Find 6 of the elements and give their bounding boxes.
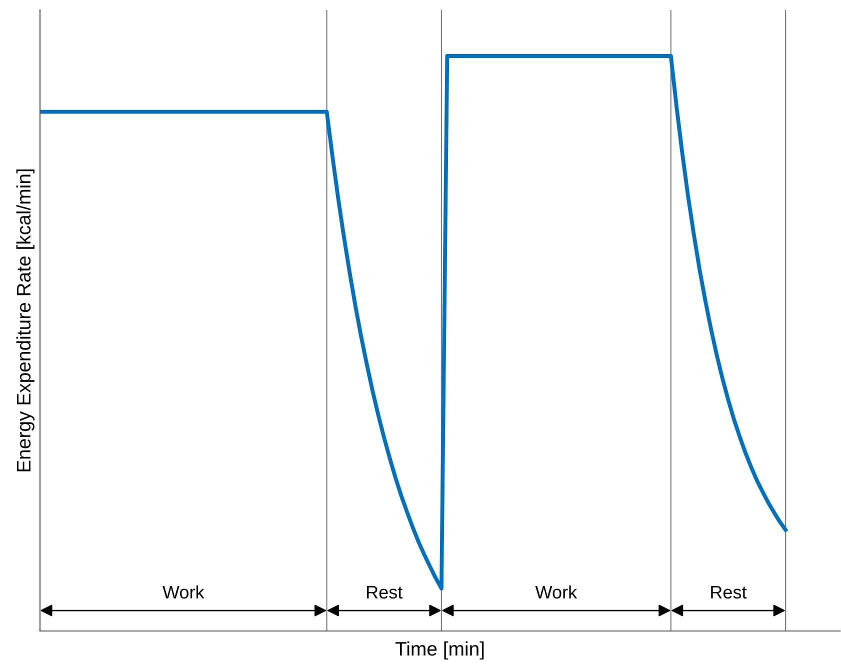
annotation: Work	[535, 585, 578, 599]
annotation: Rest	[367, 586, 403, 599]
annotation: Work	[162, 585, 204, 599]
y-axis-title: Energy Expenditure Rate [kcal/min]	[16, 169, 34, 472]
annotation: Rest	[711, 586, 747, 599]
x-axis-title: Time [min]	[395, 641, 484, 660]
